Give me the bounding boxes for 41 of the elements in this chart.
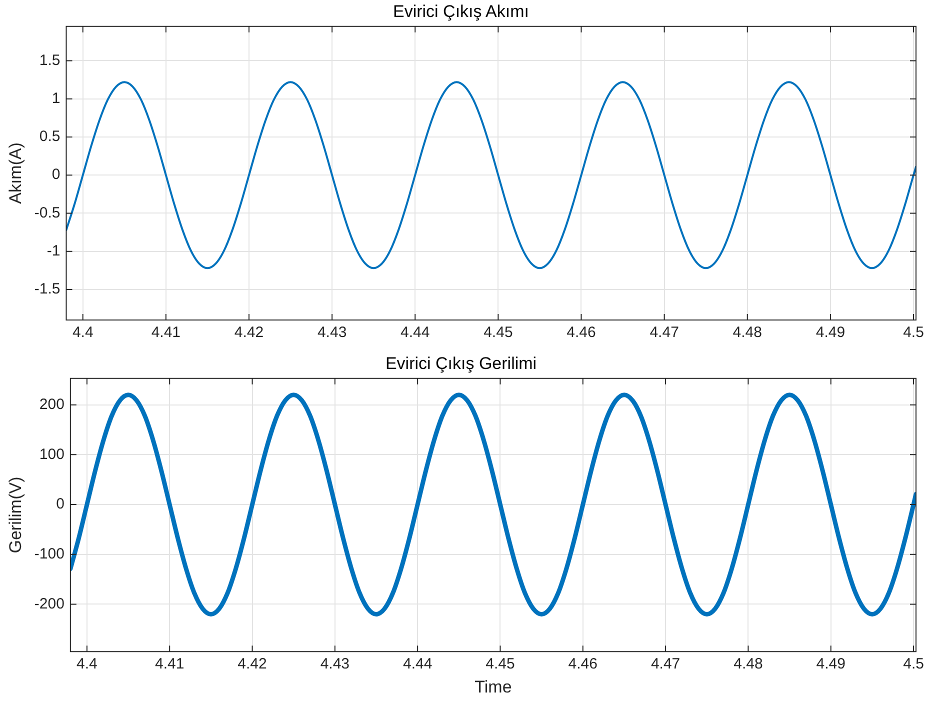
chart-title: Evirici Çıkış Akımı [392, 2, 530, 21]
x-tick-label: 4.47 [650, 656, 680, 673]
y-tick-label: -200 [34, 595, 64, 612]
x-tick-label: 4.5 [903, 324, 924, 342]
x-tick-label: 4.49 [816, 656, 846, 673]
y-tick-label: 0 [56, 496, 64, 513]
x-tick-label: 4.42 [234, 324, 264, 342]
x-tick-label: 4.4 [76, 656, 98, 673]
x-tick-label: 4.41 [155, 656, 184, 673]
y-axis-title: Gerilim(V) [6, 476, 25, 554]
x-tick-label: 4.48 [732, 324, 762, 342]
x-tick-label: 4.43 [317, 324, 347, 342]
x-tick-label: 4.45 [484, 324, 513, 342]
y-tick-label: 1.5 [39, 52, 60, 69]
x-tick-label: 4.44 [400, 324, 430, 342]
y-tick-label: 1 [52, 90, 60, 107]
x-tick-label: 4.49 [816, 324, 846, 342]
x-tick-label: 4.44 [402, 656, 432, 673]
x-tick-label: 4.5 [903, 656, 924, 673]
line-series [70, 392, 916, 616]
x-tick-label: 4.41 [151, 324, 181, 342]
x-tick-label: 4.48 [734, 656, 763, 673]
x-tick-label: 4.45 [486, 656, 515, 673]
y-tick-label: 100 [39, 446, 64, 463]
x-tick-label: 4.43 [320, 656, 350, 673]
y-tick-label: -100 [34, 546, 64, 563]
x-tick-label: 4.4 [72, 324, 94, 342]
x-tick-label: 4.47 [650, 324, 679, 342]
y-tick-label: -1 [46, 242, 60, 260]
line-series [66, 81, 916, 270]
y-axis-title: Akım(A) [6, 142, 25, 204]
y-tick-label: 200 [39, 396, 64, 413]
y-tick-label: 0.5 [39, 128, 60, 146]
chart-title: Evirici Çıkış Gerilimi [385, 354, 537, 373]
y-tick-label: -0.5 [34, 204, 60, 222]
x-tick-label: 4.46 [568, 656, 598, 673]
x-axis-title: Time [474, 677, 512, 696]
y-tick-label: -1.5 [34, 280, 60, 298]
x-tick-label: 4.42 [238, 656, 267, 673]
y-tick-label: 0 [52, 166, 60, 184]
x-tick-label: 4.46 [566, 324, 596, 342]
